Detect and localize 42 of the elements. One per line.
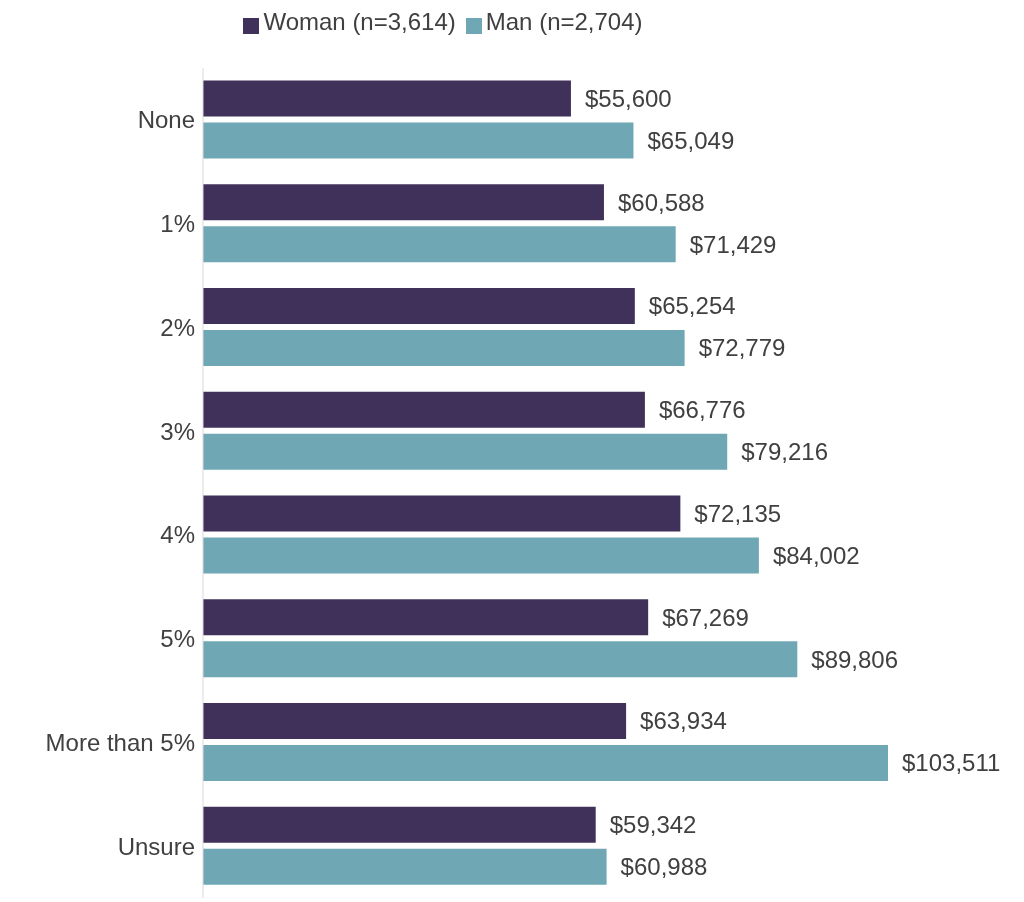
- legend-label: Woman (n=3,614): [263, 8, 456, 35]
- data-label: $84,002: [772, 541, 860, 569]
- data-label: $72,779: [698, 334, 786, 362]
- data-label: $71,429: [689, 230, 777, 258]
- bar: [203, 80, 571, 117]
- y-tick-label: 1%: [160, 210, 195, 238]
- bar: [203, 744, 888, 781]
- bar: [203, 184, 604, 221]
- y-tick-label: 4%: [160, 521, 195, 549]
- data-label: $60,988: [620, 853, 708, 881]
- y-tick-label: None: [137, 106, 195, 134]
- data-label: $89,806: [811, 645, 899, 673]
- data-label: $55,600: [584, 84, 672, 112]
- bar: [203, 391, 645, 428]
- bar: [203, 329, 685, 366]
- bar: [203, 806, 596, 843]
- y-tick-label: 2%: [160, 313, 195, 341]
- y-tick-label: More than 5%: [45, 728, 195, 756]
- bar: [203, 599, 649, 636]
- data-label: $72,135: [694, 499, 782, 527]
- data-label: $66,776: [658, 396, 746, 424]
- bar: [203, 848, 607, 885]
- data-label: $63,934: [640, 707, 727, 735]
- bar: [203, 537, 759, 574]
- data-label: $67,269: [662, 603, 749, 631]
- bar: [203, 122, 634, 159]
- bar: [203, 226, 676, 263]
- data-label: $60,588: [617, 188, 705, 216]
- y-tick-label: Unsure: [117, 832, 195, 860]
- bar: [203, 433, 728, 470]
- data-label: $59,342: [609, 811, 697, 839]
- data-label: $65,049: [647, 126, 735, 154]
- bar: [203, 702, 627, 739]
- legend-label: Man (n=2,704): [485, 8, 643, 35]
- data-label: $65,254: [648, 292, 736, 320]
- y-tick-label: 5%: [160, 625, 195, 653]
- bar: [203, 287, 635, 324]
- y-tick-label: 3%: [160, 417, 195, 445]
- bar: [203, 495, 681, 532]
- data-label: $79,216: [741, 438, 828, 466]
- data-label: $103,511: [902, 749, 1001, 777]
- bar: [203, 641, 798, 678]
